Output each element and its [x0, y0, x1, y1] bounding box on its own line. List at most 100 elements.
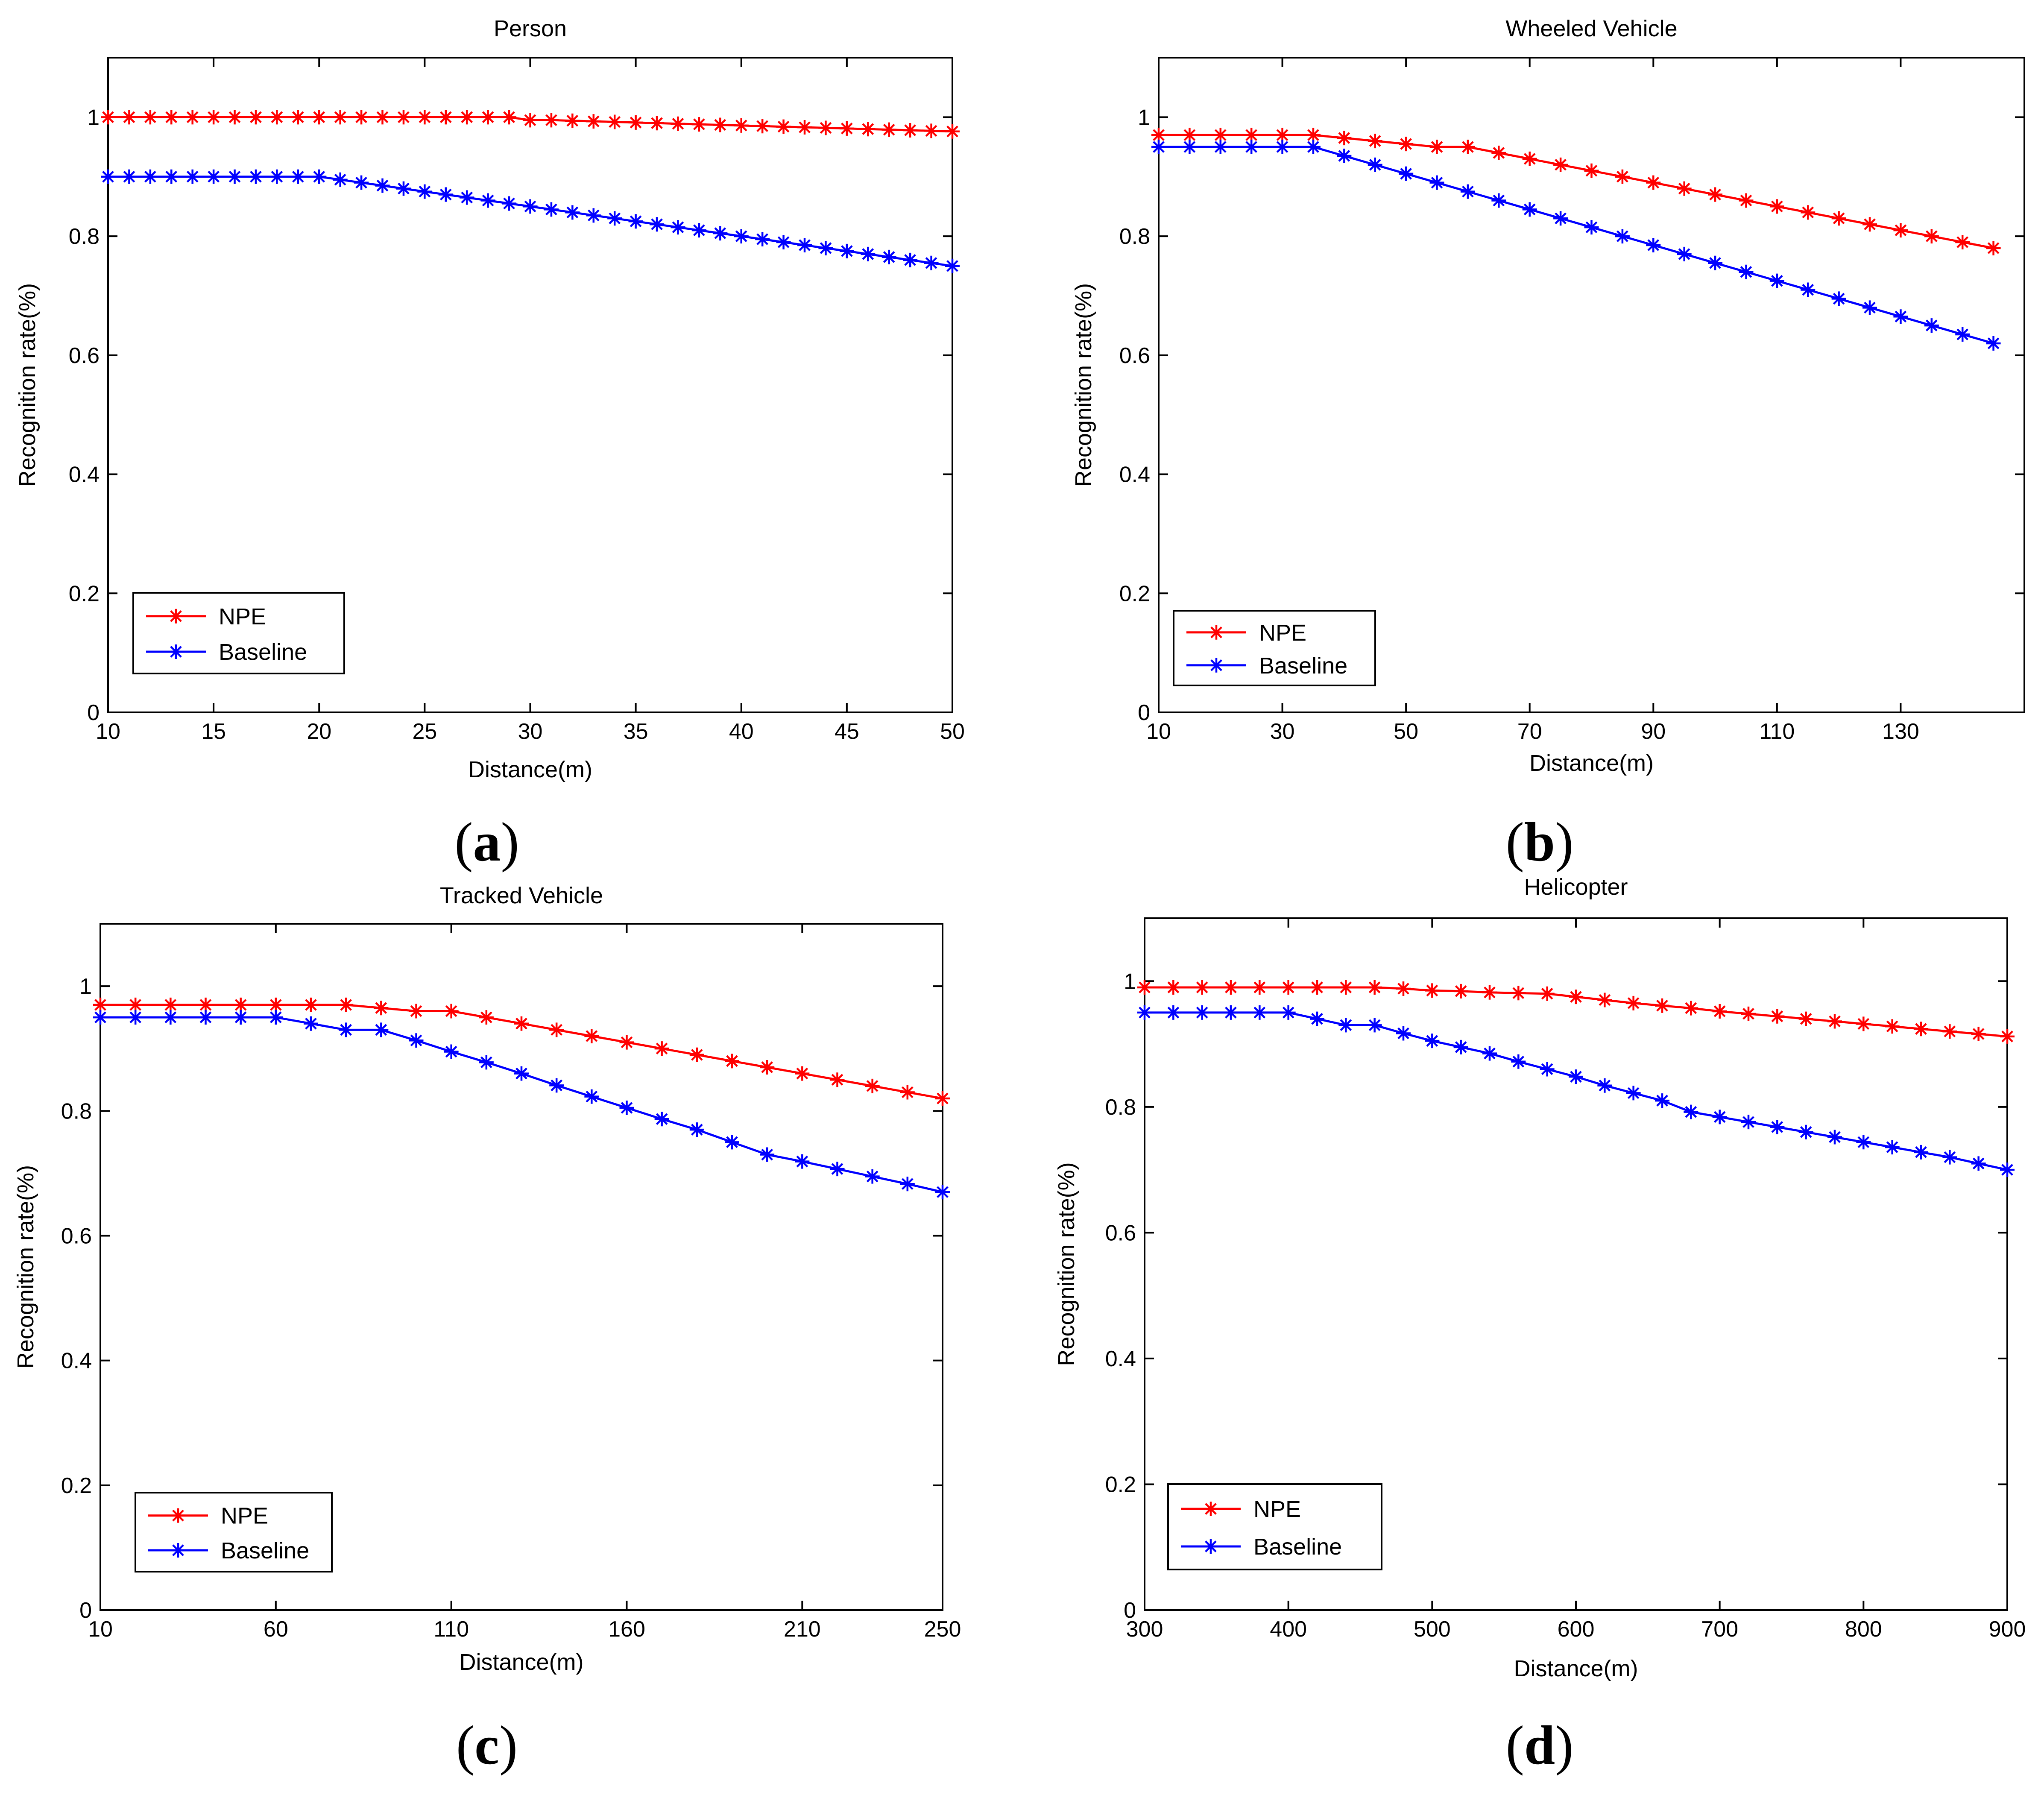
legend: NPE Baseline [132, 592, 345, 674]
data-point-npe [1626, 996, 1641, 1010]
data-point-baseline [1626, 1086, 1641, 1101]
data-point-baseline [1862, 300, 1877, 315]
data-point-baseline [671, 220, 685, 235]
legend-label-baseline: Baseline [219, 639, 307, 665]
data-point-baseline [374, 1022, 389, 1037]
data-point-npe [565, 113, 580, 128]
data-point-baseline [1597, 1078, 1612, 1093]
y-tick-label: 0.6 [1119, 343, 1150, 368]
legend: NPE Baseline [1167, 1483, 1382, 1570]
x-tick-label: 35 [624, 719, 648, 744]
chart-title: Helicopter [1524, 874, 1628, 900]
data-point-baseline [795, 1154, 810, 1169]
data-point-npe [818, 120, 833, 135]
data-point-baseline [861, 246, 876, 261]
legend-marker-npe [1204, 1502, 1218, 1516]
y-tick-label: 0.4 [1119, 463, 1150, 487]
chart-c: 10 60 110 160 210 250 0 0.2 0.4 0.6 0.8 1 Tracked Ve… [13, 883, 961, 1675]
data-point-npe [795, 1066, 810, 1081]
data-point-baseline [163, 1010, 178, 1025]
data-point-baseline [1769, 273, 1784, 288]
data-point-baseline [198, 1010, 213, 1025]
data-point-npe [312, 110, 327, 125]
x-tick-label: 700 [1701, 1617, 1738, 1642]
data-point-baseline [1252, 1005, 1267, 1020]
data-point-npe [1942, 1024, 1957, 1039]
data-point-baseline [1893, 309, 1908, 324]
data-point-baseline [417, 184, 432, 199]
data-point-npe [1399, 137, 1414, 152]
data-point-npe [671, 116, 685, 131]
x-tick-label: 20 [307, 719, 331, 744]
data-point-baseline [354, 175, 369, 190]
data-point-npe [163, 997, 178, 1012]
x-tick-label: 210 [784, 1617, 821, 1642]
y-tick-label: 1 [1138, 105, 1150, 130]
legend-label-npe: NPE [221, 1503, 268, 1529]
data-point-npe [1429, 140, 1444, 155]
data-point-baseline [900, 1177, 915, 1192]
data-point-npe [691, 117, 706, 132]
data-point-npe [233, 997, 248, 1012]
y-tick-label: 0.8 [69, 224, 100, 249]
data-point-npe [1914, 1022, 1928, 1037]
series-line-npe [1159, 134, 1994, 249]
data-point-baseline [1491, 193, 1506, 208]
data-point-baseline [396, 181, 411, 196]
y-axis-label: Recognition rate(%) [15, 283, 40, 487]
y-tick-label: 1 [87, 105, 100, 130]
data-point-baseline [1798, 1124, 1813, 1139]
x-tick-label: 160 [608, 1617, 645, 1642]
data-point-npe [143, 110, 158, 125]
data-point-npe [2000, 1029, 2015, 1044]
data-point-baseline [304, 1016, 318, 1031]
data-point-baseline [93, 1010, 108, 1025]
data-point-baseline [1971, 1156, 1986, 1171]
data-point-baseline [1460, 184, 1475, 199]
data-point-baseline [375, 178, 390, 193]
chart-title: Tracked Vehicle [440, 883, 603, 908]
data-point-baseline [1655, 1093, 1669, 1108]
data-point-npe [333, 110, 348, 125]
legend-label-baseline: Baseline [221, 1538, 309, 1564]
data-point-baseline [1584, 220, 1599, 235]
data-point-baseline [480, 193, 495, 208]
x-tick-label: 110 [433, 1617, 469, 1642]
data-point-baseline [290, 169, 305, 184]
data-point-baseline [312, 169, 327, 184]
x-tick-label: 15 [201, 719, 226, 744]
data-point-npe [1924, 229, 1939, 244]
data-point-npe [1986, 240, 2001, 255]
data-point-npe [1971, 1026, 1986, 1041]
y-tick-label: 1 [79, 974, 92, 999]
data-point-baseline [1338, 1018, 1353, 1033]
data-point-npe [304, 997, 318, 1012]
data-point-npe [1597, 993, 1612, 1007]
data-point-baseline [1986, 336, 2001, 351]
data-point-baseline [776, 235, 791, 250]
x-tick-label: 250 [924, 1617, 961, 1642]
data-point-npe [1856, 1016, 1871, 1031]
data-point-npe [1425, 983, 1440, 998]
legend: NPE Baseline [1173, 610, 1376, 686]
data-point-npe [1367, 980, 1382, 995]
data-point-baseline [185, 169, 200, 184]
data-point-npe [1522, 151, 1537, 166]
data-point-baseline [502, 196, 517, 211]
data-point-baseline [1275, 140, 1290, 155]
data-point-baseline [2000, 1163, 2015, 1177]
data-point-npe [1739, 193, 1754, 208]
data-point-baseline [1739, 264, 1754, 279]
x-tick-label: 110 [1759, 719, 1795, 744]
data-point-npe [1798, 1011, 1813, 1026]
data-point-npe [654, 1041, 669, 1056]
data-point-baseline [1615, 229, 1630, 244]
data-point-npe [460, 110, 474, 125]
data-point-npe [1862, 217, 1877, 232]
data-point-npe [830, 1072, 845, 1087]
data-point-baseline [233, 1010, 248, 1025]
y-axis-label: Recognition rate(%) [13, 1165, 38, 1369]
data-point-npe [865, 1078, 880, 1093]
panel-label-c: (c) [456, 1715, 518, 1776]
data-point-baseline [725, 1135, 739, 1150]
